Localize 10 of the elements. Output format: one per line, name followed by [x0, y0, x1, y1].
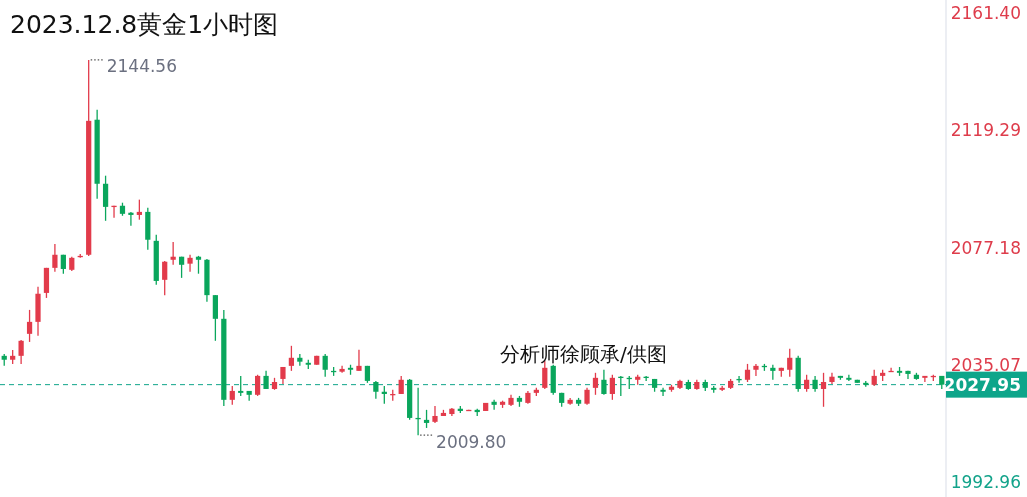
ytick: 2119.29	[950, 120, 1021, 141]
ytick: 1992.96	[950, 472, 1021, 493]
ytick: 2035.07	[950, 354, 1021, 375]
annotation: 2144.56	[106, 55, 177, 76]
annotation: 分析师徐顾承/供图	[500, 342, 667, 366]
annotation: 2009.80	[436, 432, 507, 453]
ytick: 2161.40	[950, 3, 1021, 24]
ref-line-label: 2027.95	[943, 374, 1021, 395]
ytick: 2077.18	[950, 237, 1021, 258]
chart-title: 2023.12.8黄金1小时图	[10, 10, 279, 39]
